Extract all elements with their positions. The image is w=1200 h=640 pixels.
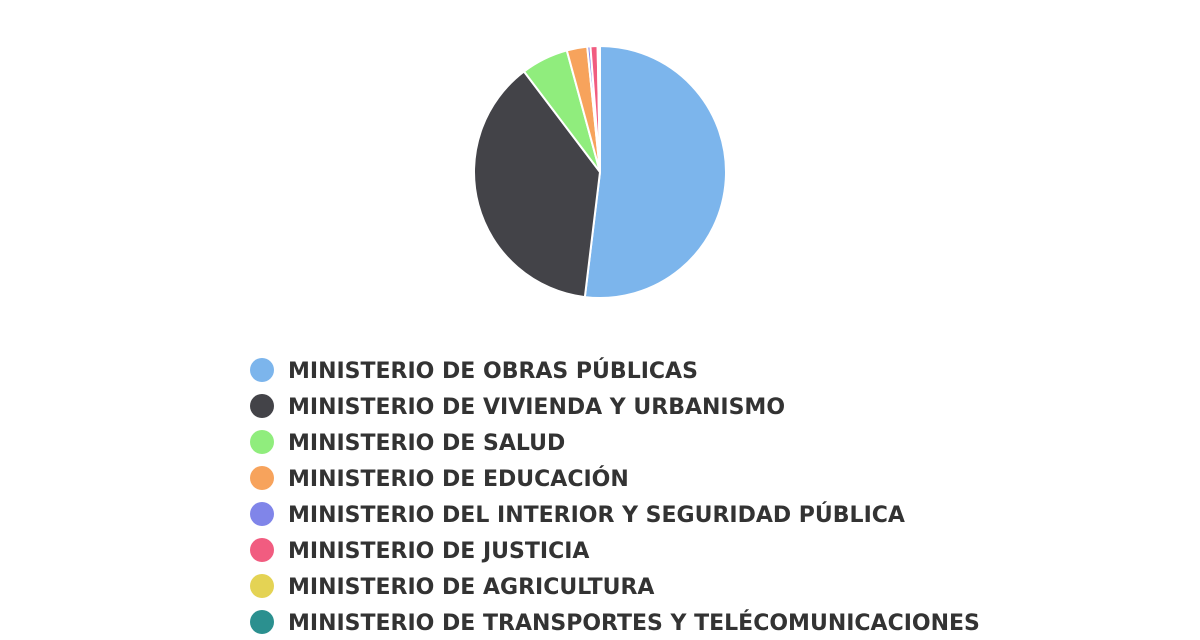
legend-label: MINISTERIO DE VIVIENDA Y URBANISMO bbox=[288, 395, 785, 420]
legend-item[interactable]: MINISTERIO DE JUSTICIA bbox=[250, 538, 589, 564]
chart-legend: MINISTERIO DE OBRAS PÚBLICAS MINISTERIO D… bbox=[250, 358, 980, 636]
pie-slice-1[interactable] bbox=[583, 45, 727, 299]
legend-label: MINISTERIO DE TRANSPORTES Y TELÉCOMUNICA… bbox=[288, 610, 980, 636]
legend-item[interactable]: MINISTERIO DE SALUD bbox=[250, 430, 565, 456]
legend-marker bbox=[250, 574, 274, 598]
legend-label: MINISTERIO DEL INTERIOR Y SEGURIDAD PÚBL… bbox=[288, 502, 905, 528]
legend-marker bbox=[250, 394, 274, 418]
legend-item[interactable]: MINISTERIO DE EDUCACIÓN bbox=[250, 466, 629, 492]
legend-item[interactable]: MINISTERIO DE OBRAS PÚBLICAS bbox=[250, 358, 698, 384]
legend-label: MINISTERIO DE OBRAS PÚBLICAS bbox=[288, 358, 698, 384]
legend-label: MINISTERIO DE JUSTICIA bbox=[288, 539, 589, 564]
pie-slice-8[interactable] bbox=[598, 44, 601, 173]
legend-item[interactable]: MINISTERIO DE TRANSPORTES Y TELÉCOMUNICA… bbox=[250, 610, 980, 636]
pie-slice-2[interactable] bbox=[473, 70, 601, 299]
legend-marker bbox=[250, 358, 274, 382]
legend-item[interactable]: MINISTERIO DEL INTERIOR Y SEGURIDAD PÚBL… bbox=[250, 502, 905, 528]
legend-label: MINISTERIO DE EDUCACIÓN bbox=[288, 466, 629, 492]
legend-marker bbox=[250, 538, 274, 562]
legend-marker bbox=[250, 502, 274, 526]
legend-marker bbox=[250, 430, 274, 454]
legend-marker bbox=[250, 466, 274, 490]
legend-item[interactable]: MINISTERIO DE AGRICULTURA bbox=[250, 574, 654, 600]
pie-slices bbox=[473, 44, 727, 299]
legend-marker bbox=[250, 610, 274, 634]
legend-label: MINISTERIO DE SALUD bbox=[288, 431, 565, 456]
legend-label: MINISTERIO DE AGRICULTURA bbox=[288, 575, 654, 600]
legend-item[interactable]: MINISTERIO DE VIVIENDA Y URBANISMO bbox=[250, 394, 785, 420]
